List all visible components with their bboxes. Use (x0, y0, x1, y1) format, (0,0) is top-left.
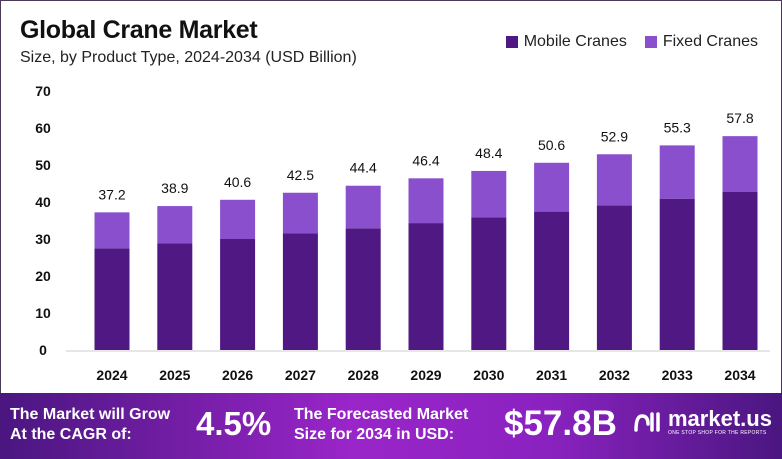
y-tick-label: 60 (35, 120, 51, 136)
total-label: 46.4 (412, 152, 439, 168)
legend-label: Fixed Cranes (662, 33, 758, 50)
x-tick-label: 2033 (662, 367, 693, 383)
x-tick-label: 2030 (473, 367, 504, 383)
legend-item-mobile: Mobile Cranes (505, 33, 627, 51)
bar-fixed (596, 154, 632, 206)
forecast-label-line: The Forecasted Market (294, 406, 469, 423)
bar-fixed (659, 145, 695, 199)
y-tick-label: 40 (35, 194, 51, 210)
total-label: 42.5 (287, 167, 314, 183)
bar-mobile (659, 198, 695, 350)
x-tick-label: 2031 (536, 367, 567, 383)
y-tick-label: 30 (35, 231, 51, 247)
bar-mobile (408, 223, 444, 350)
cagr-value: 4.5% (196, 405, 272, 442)
forecast-value: $57.8B (504, 404, 617, 443)
footer-banner: The Market will Grow At the CAGR of: 4.5%… (0, 393, 782, 459)
total-label: 44.4 (350, 160, 377, 176)
cagr-label: The Market will Grow At the CAGR of: (10, 405, 170, 445)
bar-mobile (345, 228, 381, 350)
total-label: 52.9 (601, 128, 628, 144)
total-label: 37.2 (98, 186, 125, 202)
bar-mobile (722, 191, 758, 350)
bar-mobile (471, 217, 507, 350)
x-tick-label: 2027 (285, 367, 316, 383)
bar-fixed (345, 185, 381, 229)
bar-fixed (408, 178, 444, 224)
x-tick-label: 2028 (348, 367, 379, 383)
y-tick-label: 70 (35, 83, 51, 99)
x-tick-label: 2024 (96, 367, 127, 383)
total-label: 40.6 (224, 174, 251, 190)
legend-label: Mobile Cranes (523, 33, 627, 50)
bar-fixed (471, 170, 507, 218)
logo: market.us ONE STOP SHOP FOR THE REPORTS (632, 408, 772, 436)
bar-fixed (534, 162, 570, 212)
legend-swatch (644, 36, 657, 48)
bar-chart: 01020304050607037.2202438.9202540.620264… (35, 83, 770, 383)
x-tick-label: 2032 (599, 367, 630, 383)
y-tick-label: 20 (35, 268, 51, 284)
logo-text: market.us (668, 406, 772, 431)
bar-mobile (282, 233, 318, 350)
legend: Mobile Cranes Fixed Cranes (505, 33, 758, 51)
y-tick-label: 10 (35, 305, 51, 321)
cagr-label-line: The Market will Grow (10, 406, 171, 423)
logo-tagline: ONE STOP SHOP FOR THE REPORTS (668, 430, 767, 436)
bar-mobile (220, 239, 256, 350)
forecast-label: The Forecasted Market Size for 2034 in US… (294, 405, 468, 445)
bar-fixed (282, 192, 318, 234)
y-tick-label: 50 (35, 157, 51, 173)
bar-fixed (220, 199, 256, 239)
logo-icon (634, 412, 660, 432)
total-label: 57.8 (726, 110, 753, 126)
cagr-label-line: At the CAGR of: (10, 426, 132, 443)
bar-mobile (94, 248, 130, 350)
forecast-label-line: Size for 2034 in USD: (294, 426, 455, 443)
x-tick-label: 2034 (724, 367, 755, 383)
legend-item-fixed: Fixed Cranes (644, 33, 758, 51)
bar-mobile (534, 211, 570, 350)
x-tick-label: 2026 (222, 367, 253, 383)
bar-fixed (157, 206, 193, 244)
total-label: 48.4 (475, 145, 502, 161)
total-label: 50.6 (538, 137, 565, 153)
chart-subtitle: Size, by Product Type, 2024-2034 (USD Bi… (20, 49, 357, 66)
total-label: 55.3 (664, 119, 691, 135)
legend-swatch (505, 36, 518, 48)
bar-mobile (596, 205, 632, 350)
total-label: 38.9 (161, 180, 188, 196)
bar-mobile (157, 243, 193, 350)
x-tick-label: 2025 (159, 367, 190, 383)
bar-fixed (722, 136, 758, 192)
y-tick-label: 0 (39, 342, 47, 358)
bar-fixed (94, 212, 130, 249)
chart-title: Global Crane Market (20, 16, 258, 44)
x-tick-label: 2029 (410, 367, 441, 383)
